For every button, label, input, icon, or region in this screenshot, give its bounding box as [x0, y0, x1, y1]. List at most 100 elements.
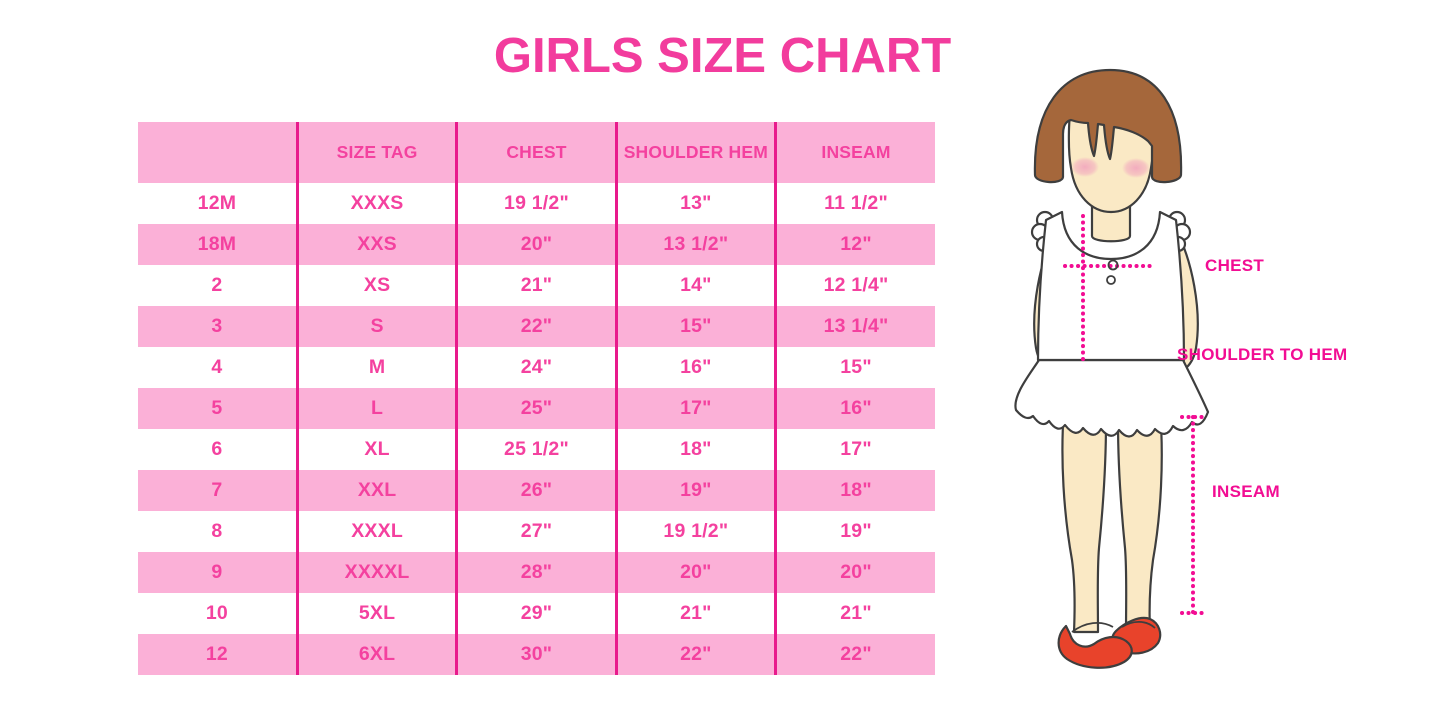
- cell-size-tag: XXXL: [297, 511, 459, 552]
- hair: [1033, 68, 1183, 184]
- cell-size-tag: XXS: [297, 224, 459, 265]
- cell-chest: 25": [456, 388, 618, 429]
- cell-shoulder-hem: 13": [616, 183, 778, 224]
- cell-size: 12: [138, 634, 299, 675]
- cell-size: 3: [138, 306, 299, 347]
- cell-chest: 26": [456, 470, 618, 511]
- header-row: SIZE TAG CHEST SHOULDER HEM INSEAM: [138, 122, 935, 183]
- cell-chest: 22": [456, 306, 618, 347]
- right-cheek-blush: [1122, 158, 1150, 178]
- cell-chest: 24": [456, 347, 618, 388]
- header-cell-blank: [138, 122, 299, 183]
- cell-chest: 21": [456, 265, 618, 306]
- cell-size-tag: L: [297, 388, 459, 429]
- cell-chest: 29": [456, 593, 618, 634]
- cell-size-tag: XXL: [297, 470, 459, 511]
- left-shoe: [1057, 624, 1133, 669]
- cell-size: 18M: [138, 224, 299, 265]
- inseam-label: INSEAM: [1212, 482, 1280, 501]
- cell-size: 9: [138, 552, 299, 593]
- table-row: 7 XXL 26" 19" 18": [138, 470, 935, 511]
- cell-inseam: 19": [840, 520, 872, 542]
- cell-chest: 27": [456, 511, 618, 552]
- cell-shoulder-hem: 15": [616, 306, 778, 347]
- cell-inseam: 18": [840, 479, 872, 501]
- measurement-figure: CHEST SHOULDER TO HEM INSEAM: [1000, 60, 1445, 723]
- cell-chest: 25 1/2": [456, 429, 618, 470]
- cell-size: 7: [138, 470, 299, 511]
- shoulder-to-hem-label: SHOULDER TO HEM: [1177, 345, 1348, 364]
- girls-size-table: SIZE TAG CHEST SHOULDER HEM INSEAM 12M X…: [138, 122, 935, 675]
- girl-illustration: [1014, 68, 1210, 669]
- cell-size-tag: XS: [297, 265, 459, 306]
- cell-size-tag: XXXS: [297, 183, 459, 224]
- cell-shoulder-hem: 17": [616, 388, 778, 429]
- cell-shoulder-hem: 16": [616, 347, 778, 388]
- cell-inseam: 20": [840, 561, 872, 583]
- cell-size-tag: M: [297, 347, 459, 388]
- cell-inseam: 15": [840, 356, 872, 378]
- table-row: 9 XXXXL 28" 20" 20": [138, 552, 935, 593]
- table-row: 6 XL 25 1/2" 18" 17": [138, 429, 935, 470]
- cell-shoulder-hem: 13 1/2": [616, 224, 778, 265]
- cell-chest: 19 1/2": [456, 183, 618, 224]
- table-row: 4 M 24" 16" 15": [138, 347, 935, 388]
- cell-shoulder-hem: 19": [616, 470, 778, 511]
- cell-inseam: 17": [840, 438, 872, 460]
- cell-inseam: 11 1/2": [824, 192, 888, 214]
- cell-shoulder-hem: 19 1/2": [616, 511, 778, 552]
- left-leg: [1061, 398, 1108, 634]
- table-row: 10 5XL 29" 21" 21": [138, 593, 935, 634]
- table-row: 12M XXXS 19 1/2" 13" 11 1/2": [138, 183, 935, 224]
- chest-label: CHEST: [1205, 256, 1265, 275]
- table-row: 2 XS 21" 14" 12 1/4": [138, 265, 935, 306]
- left-cheek-blush: [1071, 157, 1099, 177]
- left-shoe-strap: [1071, 621, 1114, 633]
- right-shoe-strap: [1121, 620, 1156, 629]
- size-table-body: 12M XXXS 19 1/2" 13" 11 1/2" 18M XXS 20"…: [138, 183, 935, 675]
- cell-size: 5: [138, 388, 299, 429]
- top-garment: [1036, 210, 1186, 362]
- cell-size-tag: S: [297, 306, 459, 347]
- cell-inseam: 12": [840, 233, 872, 255]
- bottom-button: [1106, 275, 1116, 285]
- header-cell-size-tag: SIZE TAG: [297, 122, 459, 183]
- cell-inseam: 12 1/4": [823, 274, 889, 296]
- cell-size: 10: [138, 593, 299, 634]
- cell-size: 8: [138, 511, 299, 552]
- cell-size-tag: 6XL: [297, 634, 459, 675]
- cell-size: 6: [138, 429, 299, 470]
- cell-inseam: 22": [840, 643, 872, 665]
- cell-size-tag: XL: [297, 429, 459, 470]
- cell-inseam: 16": [840, 397, 872, 419]
- table-row: 18M XXS 20" 13 1/2" 12": [138, 224, 935, 265]
- cell-shoulder-hem: 21": [616, 593, 778, 634]
- header-cell-shoulder-hem: SHOULDER HEM: [616, 122, 778, 183]
- cell-size: 4: [138, 347, 299, 388]
- cell-chest: 30": [456, 634, 618, 675]
- page-title: GIRLS SIZE CHART: [493, 29, 952, 83]
- header-cell-inseam: INSEAM: [775, 122, 935, 183]
- header-cell-chest: CHEST: [456, 122, 618, 183]
- cell-chest: 28": [456, 552, 618, 593]
- cell-chest: 20": [456, 224, 618, 265]
- cell-size: 2: [138, 265, 299, 306]
- skirt: [1014, 358, 1210, 438]
- cell-shoulder-hem: 22": [616, 634, 778, 675]
- cell-inseam: 21": [840, 602, 872, 624]
- cell-size: 12M: [138, 183, 299, 224]
- cell-size-tag: XXXXL: [297, 552, 459, 593]
- table-row: 12 6XL 30" 22" 22": [138, 634, 935, 675]
- cell-shoulder-hem: 18": [616, 429, 778, 470]
- cell-shoulder-hem: 20": [616, 552, 778, 593]
- top-button: [1107, 259, 1119, 271]
- cell-inseam: 13 1/4": [823, 315, 889, 337]
- size-table-container: SIZE TAG CHEST SHOULDER HEM INSEAM 12M X…: [138, 122, 935, 675]
- cell-shoulder-hem: 14": [616, 265, 778, 306]
- table-row: 3 S 22" 15" 13 1/4": [138, 306, 935, 347]
- size-table-header: SIZE TAG CHEST SHOULDER HEM INSEAM: [138, 122, 935, 183]
- table-row: 8 XXXL 27" 19 1/2" 19": [138, 511, 935, 552]
- cell-size-tag: 5XL: [297, 593, 459, 634]
- table-row: 5 L 25" 17" 16": [138, 388, 935, 429]
